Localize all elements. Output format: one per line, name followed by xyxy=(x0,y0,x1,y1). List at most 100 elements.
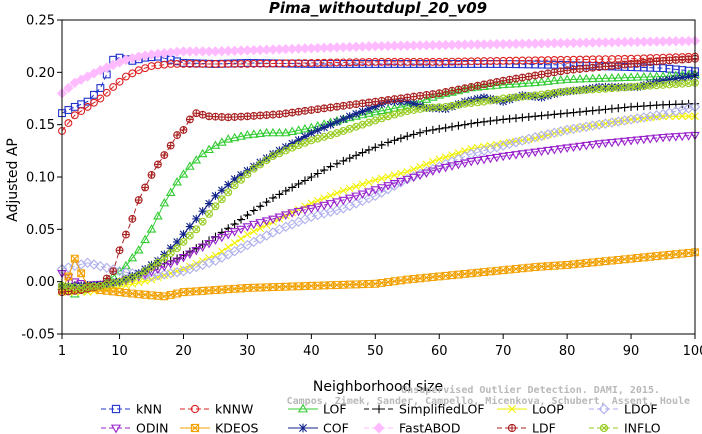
data-point-ldf xyxy=(134,196,143,204)
data-point-odin xyxy=(651,134,662,144)
data-point-ldf xyxy=(435,89,444,98)
data-point-inflo xyxy=(313,134,322,143)
legend-marker-simplifiedlof xyxy=(374,404,384,414)
data-point-ldf xyxy=(166,141,175,150)
data-point-loop xyxy=(339,186,348,195)
data-point-simplifiedlof xyxy=(384,138,393,147)
legend: kNN kNNW LOF SimplifiedLOF LoOP LDOF ODIN KDEOS… xyxy=(101,402,661,434)
data-point-simplifiedlof xyxy=(243,210,252,220)
data-point-ldof xyxy=(670,106,682,117)
data-point-cof xyxy=(147,260,156,269)
data-point-lof xyxy=(210,140,221,149)
data-point-loop xyxy=(147,275,156,284)
data-point-inflo xyxy=(230,181,239,190)
legend-label-loop: LoOP xyxy=(532,402,564,417)
data-point-simplifiedlof xyxy=(179,251,188,260)
data-point-simplifiedlof xyxy=(268,193,278,203)
data-point-odin xyxy=(530,148,541,158)
data-point-ldf xyxy=(582,64,591,73)
series-ldof xyxy=(56,101,701,282)
data-point-odin xyxy=(453,160,464,170)
data-point-knnw xyxy=(64,119,73,128)
data-point-odin xyxy=(344,194,355,204)
data-point-odin xyxy=(319,201,330,211)
data-point-cof xyxy=(345,112,354,121)
data-point-lof xyxy=(517,78,528,87)
data-point-inflo xyxy=(134,271,143,280)
legend-label-lof: LOF xyxy=(323,402,347,417)
y-tick-label: 0.00 xyxy=(26,275,55,290)
data-point-odin xyxy=(357,190,368,199)
data-point-odin xyxy=(185,250,195,259)
data-point-ldf xyxy=(301,106,309,115)
data-point-cof xyxy=(550,89,559,99)
data-point-ldf xyxy=(505,75,514,84)
x-tick-label: 30 xyxy=(239,344,256,359)
data-point-simplifiedlof xyxy=(173,254,182,263)
data-point-odin xyxy=(332,198,342,207)
data-point-odin xyxy=(613,138,624,147)
data-point-simplifiedlof xyxy=(607,104,616,113)
data-point-lof xyxy=(479,81,489,91)
data-point-odin xyxy=(594,140,604,149)
data-point-kdeos xyxy=(665,250,674,259)
data-point-simplifiedlof xyxy=(582,107,591,116)
data-point-inflo xyxy=(166,249,175,257)
data-point-knnw xyxy=(121,72,130,81)
data-point-odin xyxy=(248,220,259,230)
data-point-cof xyxy=(531,92,540,101)
data-point-ldf xyxy=(441,88,450,96)
data-point-loop xyxy=(224,243,233,251)
data-point-simplifiedlof xyxy=(454,121,463,130)
data-point-kdeos xyxy=(390,277,399,286)
data-point-lof xyxy=(204,144,214,154)
data-point-odin xyxy=(638,135,649,145)
legend-item-fastabod: FastABOD xyxy=(364,421,461,434)
data-point-ldf xyxy=(256,111,265,120)
data-point-cof xyxy=(204,199,214,208)
data-point-cof xyxy=(435,104,444,113)
watermark-line-2: Campos, Zimek, Sander, Campello, Micenko… xyxy=(287,395,690,407)
data-point-lof xyxy=(191,155,202,164)
y-axis-label: Adjusted AP xyxy=(5,138,21,222)
data-point-ldf xyxy=(620,60,629,69)
data-point-inflo xyxy=(205,210,214,218)
data-point-kdeos xyxy=(77,269,86,278)
data-point-cof xyxy=(352,109,361,118)
data-point-simplifiedlof xyxy=(447,122,457,131)
data-point-odin xyxy=(562,144,572,153)
data-point-lof xyxy=(216,137,227,146)
series-odin xyxy=(57,131,700,290)
data-point-odin xyxy=(312,203,323,212)
data-point-simplifiedlof xyxy=(518,113,527,122)
data-point-loop xyxy=(128,280,137,288)
data-point-odin xyxy=(427,167,438,176)
data-point-kdeos xyxy=(512,264,520,273)
data-point-cof xyxy=(364,104,373,114)
data-point-cof xyxy=(128,272,137,281)
data-point-simplifiedlof xyxy=(236,215,246,224)
legend-item-odin: ODIN xyxy=(101,421,169,434)
data-point-kdeos xyxy=(595,257,604,266)
data-point-ldf xyxy=(428,90,437,98)
series-fastabod xyxy=(56,35,701,99)
legend-item-kdeos: KDEOS xyxy=(180,421,259,434)
data-point-simplifiedlof xyxy=(320,165,329,175)
data-point-inflo xyxy=(281,146,290,155)
data-point-inflo xyxy=(307,136,316,145)
data-point-odin xyxy=(159,263,170,272)
data-point-kdeos xyxy=(659,251,667,260)
data-point-knnw xyxy=(102,88,111,97)
data-point-odin xyxy=(274,213,285,222)
data-point-ldf xyxy=(185,115,194,124)
data-point-cof xyxy=(313,126,322,135)
data-point-simplifiedlof xyxy=(230,220,239,229)
data-point-ldof xyxy=(255,233,266,244)
data-point-kdeos xyxy=(633,254,642,262)
data-point-simplifiedlof xyxy=(467,119,476,128)
data-point-ldof xyxy=(664,107,675,118)
data-point-ldf xyxy=(460,84,469,93)
data-point-simplifiedlof xyxy=(505,114,514,123)
data-point-simplifiedlof xyxy=(435,124,444,133)
data-point-inflo xyxy=(198,217,207,226)
